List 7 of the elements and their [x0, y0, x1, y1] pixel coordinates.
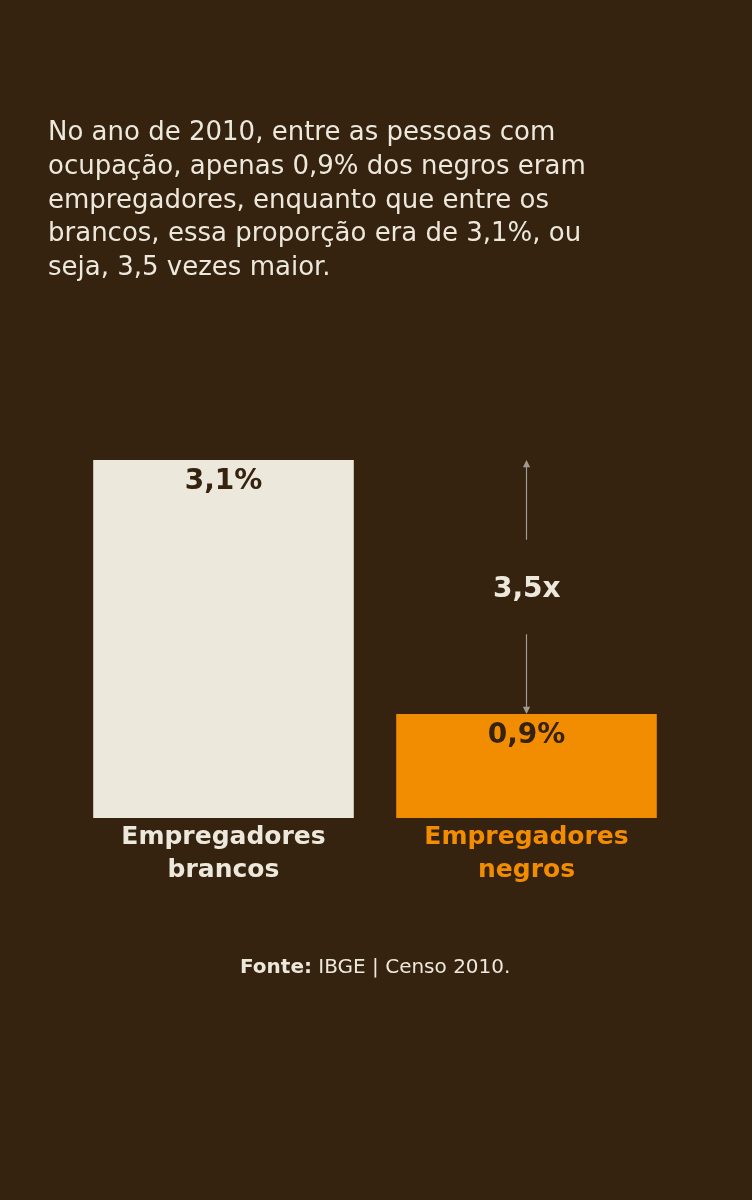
x-tick-label: Empregadores brancos [121, 821, 326, 883]
chart-title: No ano de 2010, entre as pessoas com ocupação, apenas 0,9% dos negros eram empregadores, enquanto que entre os brancos, essa proporção era de 3,1%, ou seja, 3,5 vezes maior. [48, 116, 586, 282]
data-label: 3,1% [184, 463, 263, 496]
data-label: 0,9% [487, 717, 566, 751]
source-note: Fonte: IBGE | Censo 2010. [240, 954, 511, 978]
annotation: 3,5x [493, 571, 561, 604]
x-tick-label: Empregadores negros [424, 821, 629, 883]
